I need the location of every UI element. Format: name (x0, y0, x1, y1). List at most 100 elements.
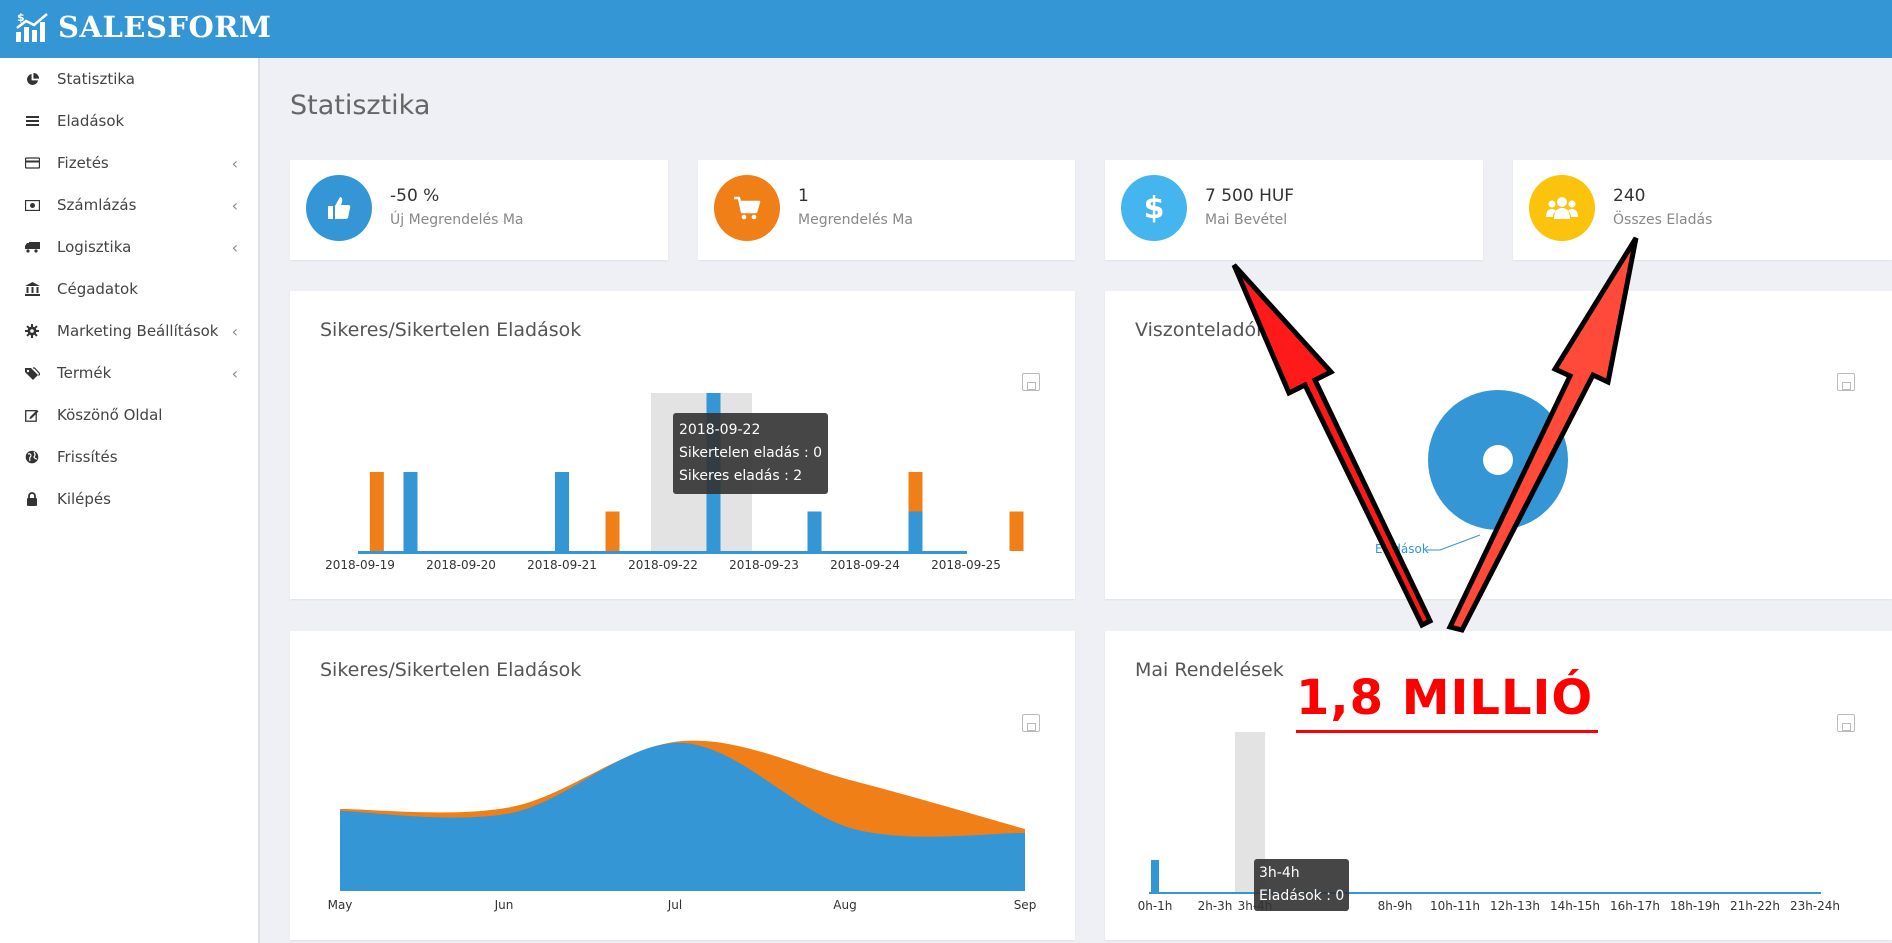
x-tick-label: 12h-13h (1490, 899, 1540, 913)
area-series-sikeres (340, 742, 1025, 891)
panel-title: Sikeres/Sikertelen Eladások (320, 319, 582, 341)
tooltip-line: Sikertelen eladás : 0 (679, 445, 823, 461)
svg-text:$: $ (17, 11, 25, 24)
logo-icon: $ (16, 11, 48, 42)
sidebar-item-fizetes[interactable]: Fizetés ‹ (0, 142, 258, 184)
x-tick-label: Aug (833, 898, 856, 912)
pie-chart (1426, 390, 1568, 551)
chevron-left-icon: ‹ (231, 195, 238, 215)
bank-icon (24, 281, 40, 297)
bar (908, 511, 923, 551)
page-title: Statisztika (290, 90, 431, 121)
panel-area-chart: Sikeres/Sikertelen Eladások May Jun Jul Aug… (290, 631, 1075, 940)
x-tick-label: 2018-09-22 (628, 558, 698, 572)
x-tick-label: Sep (1014, 898, 1037, 912)
chevron-left-icon: ‹ (231, 321, 238, 341)
x-tick-label: 21h-22h (1730, 899, 1780, 913)
brand[interactable]: $ SALESFORM (14, 10, 271, 44)
tags-icon (24, 365, 40, 381)
top-bar: $ SALESFORM (0, 0, 1892, 58)
stat-card-total-sales: 240 Összes Eladás (1513, 160, 1892, 260)
x-tick-label: 2018-09-20 (426, 558, 496, 572)
pie-chart-icon (24, 71, 40, 87)
sidebar-item-label: Eladások (57, 112, 125, 130)
users-icon (1529, 175, 1595, 241)
panel-title: Mai Rendelések (1135, 659, 1284, 681)
sidebar-item-eladasok[interactable]: Eladások (0, 100, 258, 142)
tooltip-line: Eladások : 0 (1259, 888, 1345, 904)
panel-title: Sikeres/Sikertelen Eladások (320, 659, 582, 681)
save-icon[interactable] (1837, 373, 1855, 391)
annotation-text: 1,8 MILLIÓ (1296, 670, 1594, 726)
x-tick-label: 10h-11h (1430, 899, 1480, 913)
globe-icon (24, 449, 40, 465)
pie-legend-label: Eladások (1375, 542, 1429, 556)
sidebar-item-label: Köszönő Oldal (57, 406, 163, 424)
bar (605, 511, 620, 551)
bar (807, 511, 822, 551)
x-tick-label: 16h-17h (1610, 899, 1660, 913)
save-icon[interactable] (1022, 714, 1040, 732)
sidebar-item-termek[interactable]: Termék ‹ (0, 352, 258, 394)
stat-label: Mai Bevétel (1205, 212, 1288, 228)
x-tick-label: 8h-9h (1378, 899, 1413, 913)
x-tick-label: 2018-09-21 (527, 558, 597, 572)
x-tick-label: 14h-15h (1550, 899, 1600, 913)
stat-card-orders-today: 1 Megrendelés Ma (698, 160, 1075, 260)
truck-icon (24, 239, 40, 255)
x-tick-label: Jul (667, 898, 682, 912)
bar (403, 472, 418, 551)
thumbs-up-icon (306, 175, 372, 241)
annotation-underline (1296, 730, 1598, 733)
stat-value: 240 (1613, 186, 1646, 206)
sidebar-item-marketing[interactable]: Marketing Beállítások ‹ (0, 310, 258, 352)
panel-hourly-chart: Mai Rendelések 0h-1h 2h-3h 3h-4h 8h-9h 10h-1… (1105, 631, 1892, 940)
sidebar-item-label: Cégadatok (57, 280, 138, 298)
save-icon[interactable] (1022, 373, 1040, 391)
chevron-left-icon: ‹ (231, 237, 238, 257)
lock-icon (24, 491, 40, 507)
sidebar-item-label: Fizetés (57, 154, 109, 172)
sidebar-item-szamlazas[interactable]: Számlázás ‹ (0, 184, 258, 226)
bar (369, 472, 384, 551)
money-icon (24, 197, 40, 213)
sidebar-item-cegadatok[interactable]: Cégadatok (0, 268, 258, 310)
sidebar-item-label: Kilépés (57, 490, 111, 508)
sidebar-item-koszono-oldal[interactable]: Köszönő Oldal (0, 394, 258, 436)
stat-label: Összes Eladás (1613, 212, 1713, 228)
cart-icon (714, 175, 780, 241)
bar (555, 472, 569, 551)
panel-pie-chart: Viszonteladók Eladások (1105, 291, 1892, 599)
chevron-left-icon: ‹ (231, 363, 238, 383)
stat-value: 1 (798, 186, 809, 206)
gear-icon (24, 323, 40, 339)
stat-card-revenue: $ 7 500 HUF Mai Bevétel (1105, 160, 1483, 260)
chevron-left-icon: ‹ (231, 153, 238, 173)
panel-bar-chart: Sikeres/Sikertelen Eladások 2018-09-19 20… (290, 291, 1075, 599)
stat-label: Új Megrendelés Ma (390, 212, 524, 228)
stat-label: Megrendelés Ma (798, 212, 913, 228)
chart-tooltip: 2018-09-22 Sikertelen eladás : 0 Sikeres… (673, 413, 829, 494)
x-tick-label: May (328, 898, 353, 912)
save-icon[interactable] (1837, 714, 1855, 732)
pie-label-leader (1426, 534, 1481, 551)
edit-icon (24, 407, 40, 423)
sidebar-item-label: Számlázás (57, 196, 137, 214)
tooltip-line: 3h-4h (1259, 865, 1300, 881)
app-title: SALESFORM (58, 10, 272, 44)
credit-card-icon (24, 155, 40, 171)
sidebar: Statisztika Eladások Fizetés ‹ Számlázás… (0, 58, 260, 943)
sidebar-item-frissites[interactable]: Frissítés (0, 436, 258, 478)
bar (1009, 511, 1024, 551)
sidebar-item-label: Frissítés (57, 448, 118, 466)
x-tick-label: 2018-09-23 (729, 558, 799, 572)
stat-card-new-orders: -50 % Új Megrendelés Ma (290, 160, 668, 260)
sidebar-item-kilepes[interactable]: Kilépés (0, 478, 258, 520)
stat-value: -50 % (390, 186, 440, 206)
sidebar-item-label: Logisztika (57, 238, 132, 256)
x-tick-label: 0h-1h (1138, 899, 1173, 913)
stat-value: 7 500 HUF (1205, 186, 1295, 206)
x-tick-label: 2018-09-25 (931, 558, 1001, 572)
sidebar-item-logisztika[interactable]: Logisztika ‹ (0, 226, 258, 268)
sidebar-item-statisztika[interactable]: Statisztika (0, 58, 258, 100)
